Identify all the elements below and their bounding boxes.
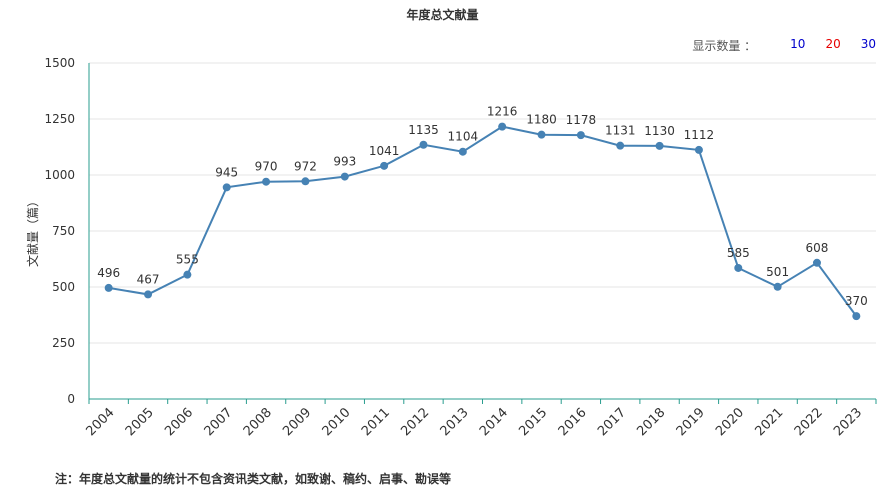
data-point <box>340 172 349 181</box>
data-label: 993 <box>333 155 356 169</box>
data-point <box>655 141 664 150</box>
data-label: 972 <box>294 159 317 173</box>
x-tick-label: 2020 <box>713 405 747 439</box>
data-label: 1178 <box>566 113 597 127</box>
display-count-label: 显示数量 ： <box>692 39 757 53</box>
x-tick-label: 2006 <box>162 405 196 439</box>
data-label: 1104 <box>448 130 479 144</box>
data-point <box>773 282 782 291</box>
data-label: 1131 <box>605 124 636 138</box>
data-point <box>694 145 703 154</box>
y-tick-label: 1250 <box>44 112 75 126</box>
data-points <box>104 122 861 321</box>
data-label: 585 <box>727 246 750 260</box>
x-tick-label: 2014 <box>477 405 511 439</box>
x-tick-label: 2023 <box>831 405 865 439</box>
data-point <box>104 283 113 292</box>
y-tick-label: 500 <box>52 280 75 294</box>
data-point <box>183 270 192 279</box>
data-point <box>537 130 546 139</box>
x-tick-labels: 2004 2005 2006 2007 2008 2009 2010 2011 2012 2013… <box>83 405 865 439</box>
x-tick-label: 2005 <box>123 405 157 439</box>
data-label: 1130 <box>644 124 675 138</box>
x-tick-label: 2015 <box>516 405 550 439</box>
display-count-option-30[interactable]: 30 <box>860 37 876 51</box>
data-point <box>301 177 310 186</box>
data-point <box>222 183 231 192</box>
display-count-selector: 显示数量 ： 10 20 30 <box>692 37 876 54</box>
chart-title: 年度总文献量 <box>406 8 479 22</box>
data-label: 496 <box>97 266 120 280</box>
y-tick-labels: 0 250 500 750 1000 1250 1500 <box>44 56 75 406</box>
data-point <box>144 290 153 299</box>
display-count-option-20[interactable]: 20 <box>825 37 841 51</box>
data-labels: 496 467 555 945 970 972 993 1041 1135 1104 1216 118… <box>97 105 868 309</box>
x-tick-label: 2019 <box>674 405 708 439</box>
y-tick-label: 1500 <box>44 56 75 70</box>
data-point <box>380 161 389 170</box>
data-point <box>852 312 861 321</box>
y-tick-label: 0 <box>67 392 75 406</box>
data-point <box>812 258 821 267</box>
data-label: 555 <box>176 253 199 267</box>
x-tick-label: 2016 <box>556 405 590 439</box>
data-label: 1112 <box>684 128 715 142</box>
y-tick-label: 250 <box>52 336 75 350</box>
data-label: 467 <box>137 272 160 286</box>
x-tick-label: 2012 <box>398 405 432 439</box>
x-tick-label: 2004 <box>83 405 117 439</box>
data-label: 608 <box>806 241 829 255</box>
data-label: 370 <box>845 294 868 308</box>
x-tick-label: 2007 <box>202 405 236 439</box>
display-count-option-10[interactable]: 10 <box>790 37 806 51</box>
x-tick-label: 2010 <box>320 405 354 439</box>
x-tick-label: 2011 <box>359 405 393 439</box>
x-tick-label: 2022 <box>792 405 826 439</box>
data-label: 501 <box>766 265 789 279</box>
series-line <box>108 125 858 317</box>
data-point <box>419 140 428 149</box>
data-label: 1041 <box>369 144 400 158</box>
data-label: 945 <box>215 165 238 179</box>
data-label: 1135 <box>408 123 439 137</box>
data-point <box>458 147 467 156</box>
x-tick-label: 2021 <box>752 405 786 439</box>
data-label: 1180 <box>526 113 557 127</box>
data-point <box>262 177 271 186</box>
axes <box>88 63 877 404</box>
data-label: 1216 <box>487 105 518 119</box>
x-tick-label: 2018 <box>634 405 668 439</box>
x-tick-label: 2009 <box>280 405 314 439</box>
data-point <box>498 122 507 131</box>
data-point <box>616 141 625 150</box>
footnote: 注：年度总文献量的统计不包含资讯类文献，如致谢、稿约、启事、勘误等 <box>55 472 452 486</box>
data-label: 970 <box>255 160 278 174</box>
x-tick-label: 2017 <box>595 405 629 439</box>
y-tick-label: 750 <box>52 224 75 238</box>
grid-lines <box>89 62 876 344</box>
x-tick-label: 2008 <box>241 405 275 439</box>
data-point <box>734 263 743 272</box>
x-tick-label: 2013 <box>438 405 472 439</box>
y-tick-label: 1000 <box>44 168 75 182</box>
y-axis-label: 文献量（篇） <box>25 195 40 267</box>
data-point <box>576 131 585 140</box>
series-line-path <box>108 125 858 317</box>
